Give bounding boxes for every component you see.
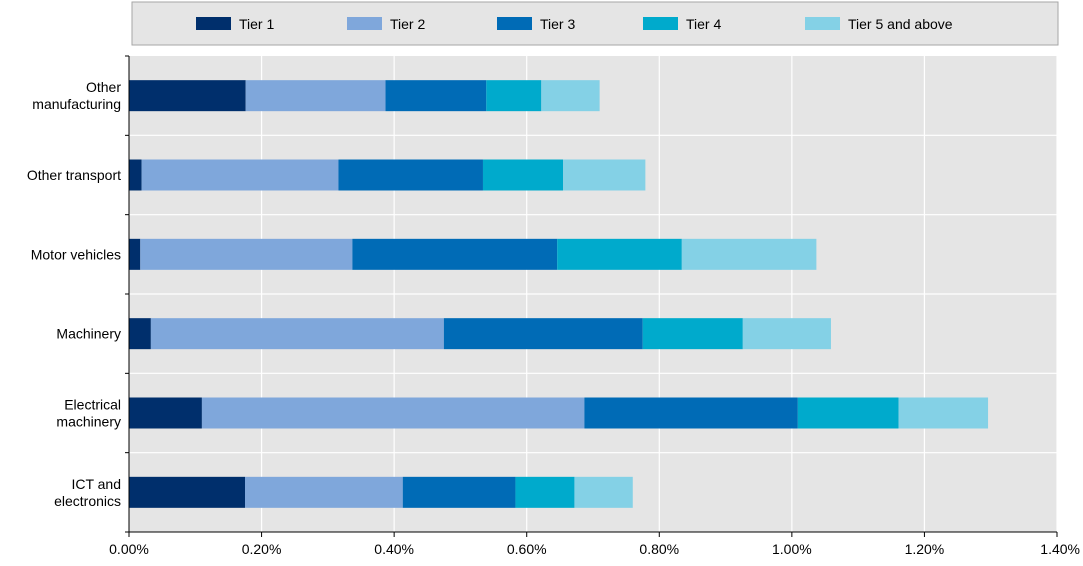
legend-item-tier-1: Tier 1 [196,16,274,32]
bar-tier-5-and-above-electrical-machinery [898,397,989,429]
legend-item-tier-2: Tier 2 [347,16,425,32]
category-label: Electrical machinery [56,397,121,430]
bar-tier-5-and-above-motor-vehicles [681,238,817,270]
bar-tier-4-machinery [642,318,743,350]
bar-tier-5-and-above-machinery [742,318,831,350]
bar-tier-1-ict-and-electronics [129,476,245,508]
legend-label: Tier 5 and above [848,16,953,32]
bar-tier-3-other-manufacturing [385,80,487,112]
bar-tier-2-ict-and-electronics [245,476,403,508]
legend-swatch [347,17,382,30]
x-tick-label: 1.00% [772,541,812,557]
x-tick-label: 0.20% [242,541,282,557]
legend-swatch [643,17,678,30]
legend-label: Tier 3 [540,16,575,32]
x-axis-ticks: 0.00% 0.20% 0.40% 0.60% 0.80% 1.00% 1.20% 1.40% [109,532,1080,557]
bar-tier-2-other-manufacturing [245,80,386,112]
legend-label: Tier 1 [239,16,274,32]
bar-tier-1-other-transport [129,159,142,191]
bar-tier-4-electrical-machinery [797,397,899,429]
legend-label: Tier 2 [390,16,425,32]
legend-swatch [805,17,840,30]
category-labels: Other manufacturing Other transport Motor v… [27,79,121,509]
category-label: Other transport [27,167,121,183]
legend-item-tier-5-and-above: Tier 5 and above [805,16,953,32]
x-tick-label: 1.20% [905,541,945,557]
bar-tier-4-other-transport [482,159,564,191]
bar-tier-1-motor-vehicles [129,238,141,270]
legend-item-tier-4: Tier 4 [643,16,721,32]
bar-tier-5-and-above-other-manufacturing [541,80,600,112]
bar-tier-3-ict-and-electronics [402,476,516,508]
legend-swatch [497,17,532,30]
bar-tier-3-motor-vehicles [352,238,558,270]
bar-tier-3-machinery [443,318,643,350]
category-label: Machinery [56,326,121,342]
bar-tier-3-electrical-machinery [584,397,798,429]
x-tick-label: 0.80% [639,541,679,557]
legend-label: Tier 4 [686,16,721,32]
category-label: Motor vehicles [31,246,121,262]
x-tick-label: 1.40% [1040,541,1080,557]
x-tick-label: 0.00% [109,541,149,557]
bar-tier-1-electrical-machinery [129,397,202,429]
category-label: ICT and electronics [54,476,121,509]
bar-tier-2-electrical-machinery [201,397,585,429]
bar-tier-2-motor-vehicles [140,238,353,270]
bar-tier-1-other-manufacturing [129,80,246,112]
bar-tier-3-other-transport [338,159,483,191]
bar-tier-1-machinery [129,318,151,350]
bar-tier-4-other-manufacturing [486,80,542,112]
y-axis-ticks [125,55,129,533]
category-label: Other manufacturing [32,79,121,112]
legend-swatch [196,17,231,30]
gridlines [129,56,1058,532]
bar-tier-2-other-transport [141,159,339,191]
bar-tier-5-and-above-ict-and-electronics [574,476,633,508]
bar-tier-5-and-above-other-transport [563,159,646,191]
legend: Tier 1 Tier 2 Tier 3 Tier 4 Tier 5 and above [196,16,953,32]
legend-item-tier-3: Tier 3 [497,16,575,32]
bar-tier-2-machinery [150,318,444,350]
legend-box [131,1,1059,46]
bar-tier-4-ict-and-electronics [515,476,575,508]
x-tick-label: 0.60% [507,541,547,557]
x-tick-label: 0.40% [374,541,414,557]
bars [129,80,989,508]
bar-tier-4-motor-vehicles [557,238,682,270]
